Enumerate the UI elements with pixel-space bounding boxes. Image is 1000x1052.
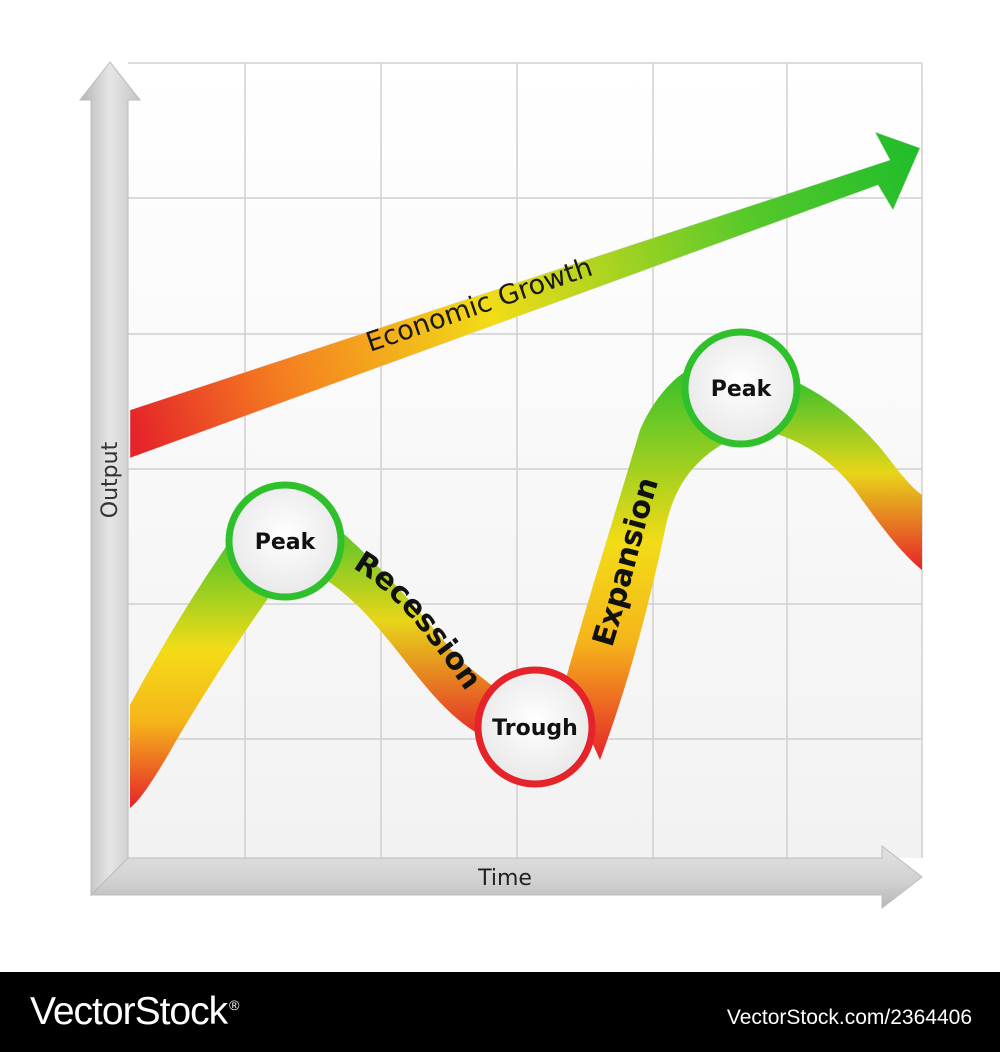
trough-node-label: Trough [492, 716, 578, 741]
trough-node: Trough [474, 666, 596, 788]
y-axis-label: Output [98, 441, 123, 518]
peak-node-2-label: Peak [711, 377, 773, 402]
y-axis-arrow [78, 61, 142, 897]
ribbon-end-fall [770, 375, 922, 570]
ribbon-start-rise [130, 520, 290, 808]
registered-mark: ® [229, 997, 239, 1013]
grid-lines [128, 62, 923, 858]
ribbon-recession [290, 500, 510, 742]
economic-growth-arrow [129, 131, 921, 459]
x-axis-arrow [89, 844, 923, 910]
vectorstock-logo: VectorStock ® [30, 990, 239, 1034]
watermark-footer: VectorStock ® VectorStock.com/2364406 [0, 972, 1000, 1052]
peak-node-1-label: Peak [255, 530, 317, 555]
cycle-ribbon [130, 365, 922, 808]
peak-node-1: Peak [225, 481, 345, 601]
peak-node-2: Peak [681, 328, 801, 448]
ribbon-expansion [565, 365, 752, 760]
x-axis-label: Time [477, 866, 532, 891]
brand-name: VectorStock [30, 990, 228, 1033]
image-id: VectorStock.com/2364406 [726, 1006, 972, 1029]
